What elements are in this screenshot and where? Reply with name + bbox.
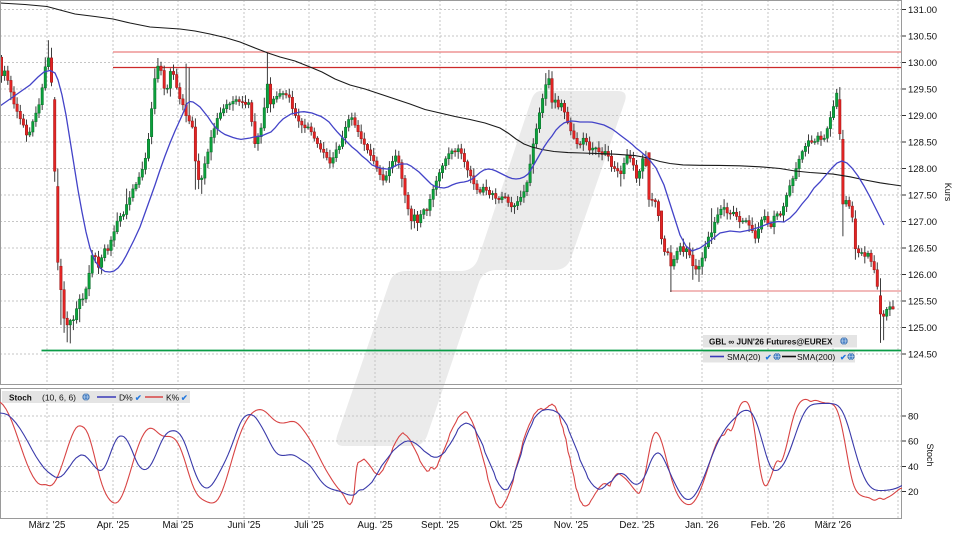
svg-text:Sept. '25: Sept. '25 — [421, 520, 459, 531]
svg-text:Okt. '25: Okt. '25 — [489, 520, 522, 531]
svg-text:März '26: März '26 — [815, 520, 852, 531]
svg-text:125.00: 125.00 — [908, 323, 937, 334]
svg-text:125.50: 125.50 — [908, 297, 937, 308]
svg-text:129.00: 129.00 — [908, 111, 937, 122]
svg-text:130.00: 130.00 — [908, 58, 937, 69]
svg-text:131.00: 131.00 — [908, 5, 937, 16]
svg-text:128.50: 128.50 — [908, 138, 937, 149]
svg-text:20: 20 — [908, 487, 919, 498]
svg-text:Jan. '26: Jan. '26 — [685, 520, 719, 531]
svg-text:Mai '25: Mai '25 — [163, 520, 194, 531]
svg-text:GBL ∞ JUN'26 Futures@EUREX: GBL ∞ JUN'26 Futures@EUREX — [709, 338, 833, 347]
svg-text:Nov. '25: Nov. '25 — [554, 520, 589, 531]
svg-text:✔: ✔ — [135, 394, 142, 403]
svg-text:128.00: 128.00 — [908, 164, 937, 175]
svg-text:Juni '25: Juni '25 — [227, 520, 260, 531]
svg-text:März '25: März '25 — [29, 520, 66, 531]
svg-text:Dez. '25: Dez. '25 — [619, 520, 654, 531]
svg-text:(10, 6, 6): (10, 6, 6) — [42, 393, 76, 403]
svg-text:Juli '25: Juli '25 — [294, 520, 324, 531]
svg-text:✔: ✔ — [181, 394, 188, 403]
svg-text:✔: ✔ — [765, 353, 772, 362]
svg-text:126.50: 126.50 — [908, 244, 937, 255]
svg-text:Stoch: Stoch — [9, 394, 32, 403]
svg-text:Aug. '25: Aug. '25 — [357, 520, 392, 531]
svg-text:40: 40 — [908, 462, 919, 473]
svg-text:60: 60 — [908, 437, 919, 448]
svg-text:SMA(20): SMA(20) — [727, 352, 761, 362]
svg-text:K%: K% — [166, 393, 180, 403]
svg-text:Feb. '26: Feb. '26 — [751, 520, 786, 531]
svg-text:124.50: 124.50 — [908, 350, 937, 361]
svg-text:130.50: 130.50 — [908, 32, 937, 43]
svg-text:126.00: 126.00 — [908, 270, 937, 281]
svg-text:127.00: 127.00 — [908, 217, 937, 228]
svg-text:80: 80 — [908, 411, 919, 422]
svg-text:Kurs: Kurs — [943, 183, 953, 202]
svg-text:Stoch: Stoch — [925, 443, 935, 466]
svg-text:✔: ✔ — [840, 353, 847, 362]
svg-text:Apr. '25: Apr. '25 — [97, 520, 130, 531]
svg-text:D%: D% — [119, 393, 133, 403]
svg-text:129.50: 129.50 — [908, 85, 937, 96]
svg-text:SMA(200): SMA(200) — [797, 352, 835, 362]
svg-text:127.50: 127.50 — [908, 191, 937, 202]
